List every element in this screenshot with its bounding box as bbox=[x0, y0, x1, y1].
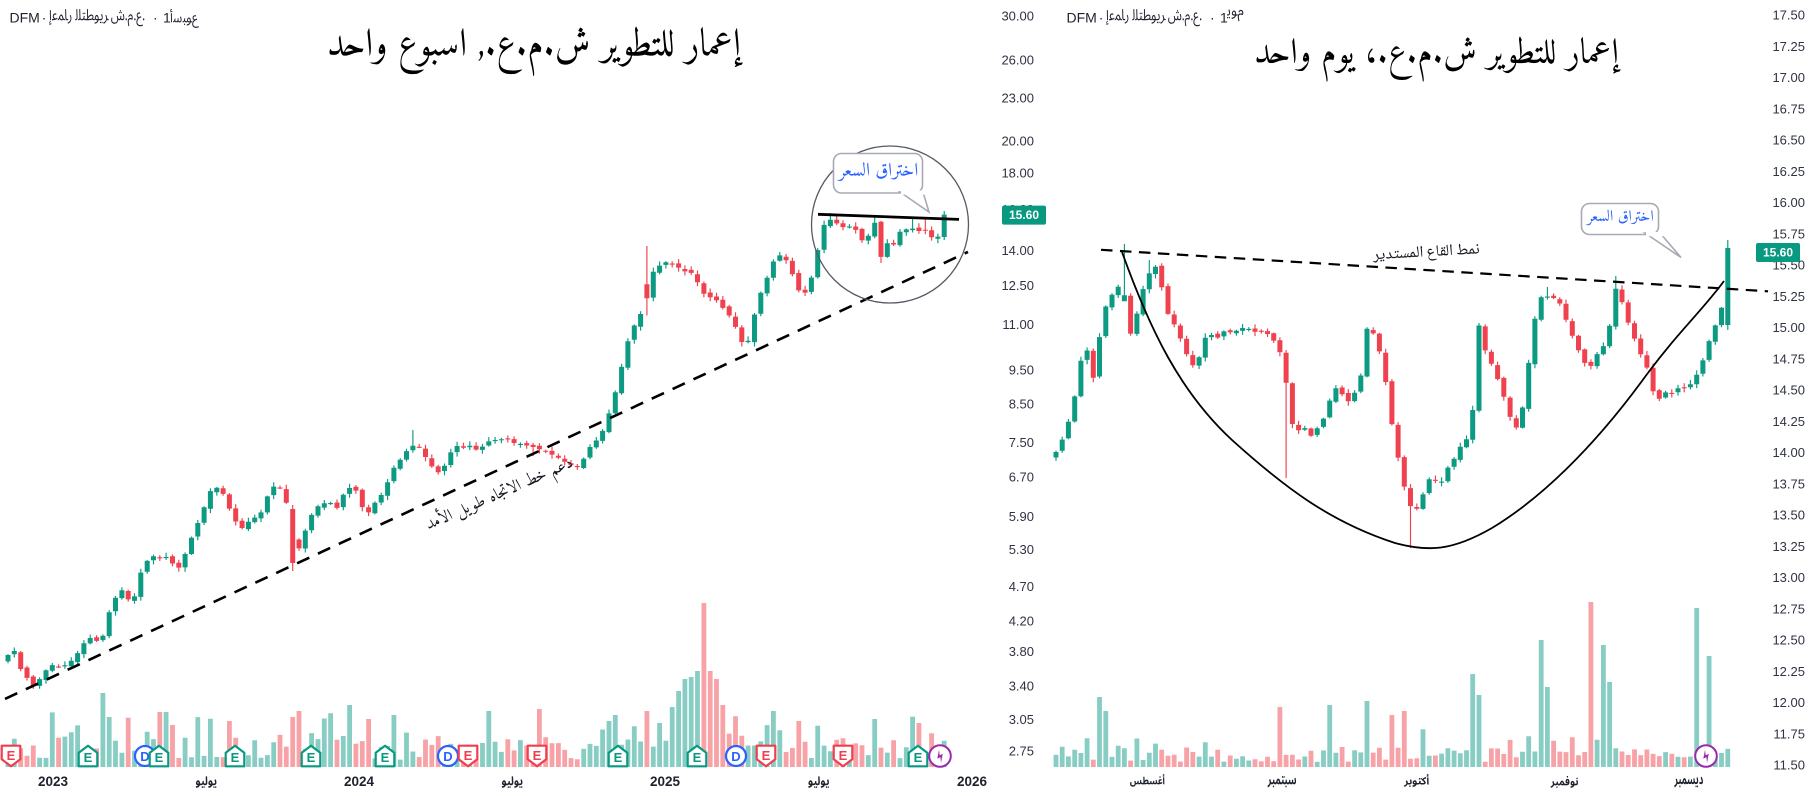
svg-text:16.00: 16.00 bbox=[1772, 195, 1805, 210]
svg-text:26.00: 26.00 bbox=[1001, 53, 1034, 68]
svg-text:2025: 2025 bbox=[650, 774, 681, 789]
svg-text:14.50: 14.50 bbox=[1772, 383, 1805, 398]
svg-text:DFM: DFM bbox=[1067, 10, 1097, 26]
svg-text:12.75: 12.75 bbox=[1772, 601, 1805, 616]
svg-text:14.75: 14.75 bbox=[1772, 351, 1805, 366]
svg-text:1: 1 bbox=[163, 10, 171, 26]
svg-text:5.30: 5.30 bbox=[1009, 542, 1034, 557]
svg-text:11.50: 11.50 bbox=[1773, 758, 1805, 773]
svg-text:2023: 2023 bbox=[38, 774, 69, 789]
svg-text:8.50: 8.50 bbox=[1009, 397, 1034, 412]
svg-text:6.70: 6.70 bbox=[1009, 470, 1034, 485]
svg-text:2024: 2024 bbox=[344, 774, 375, 789]
svg-text:15.25: 15.25 bbox=[1772, 289, 1805, 304]
svg-text:E: E bbox=[693, 750, 702, 765]
svg-text:2.75: 2.75 bbox=[1009, 744, 1034, 759]
svg-text:11.75: 11.75 bbox=[1773, 726, 1805, 741]
svg-text:14.00: 14.00 bbox=[1001, 243, 1034, 258]
svg-text:12.50: 12.50 bbox=[1772, 633, 1805, 648]
svg-text:E: E bbox=[533, 748, 542, 763]
svg-text:·: · bbox=[1210, 10, 1215, 26]
svg-text:12.00: 12.00 bbox=[1772, 695, 1805, 710]
svg-text:·: · bbox=[153, 10, 158, 26]
svg-text:11.00: 11.00 bbox=[1002, 317, 1034, 332]
svg-text:DFM: DFM bbox=[10, 10, 40, 26]
svg-text:D: D bbox=[731, 749, 740, 764]
svg-text:13.00: 13.00 bbox=[1772, 570, 1805, 585]
svg-text:16.50: 16.50 bbox=[1772, 133, 1805, 148]
svg-text:15.00: 15.00 bbox=[1772, 320, 1805, 335]
svg-text:E: E bbox=[307, 750, 316, 765]
svg-text:E: E bbox=[839, 748, 848, 763]
svg-text:3.40: 3.40 bbox=[1009, 678, 1034, 693]
svg-text:3.05: 3.05 bbox=[1009, 712, 1034, 727]
svg-text:E: E bbox=[914, 750, 923, 765]
svg-text:4.70: 4.70 bbox=[1009, 579, 1034, 594]
svg-text:E: E bbox=[7, 748, 16, 763]
svg-text:13.50: 13.50 bbox=[1772, 508, 1805, 523]
svg-text:9.50: 9.50 bbox=[1009, 362, 1034, 377]
svg-text:14.25: 14.25 bbox=[1772, 414, 1805, 429]
svg-text:E: E bbox=[231, 750, 240, 765]
svg-text:3.80: 3.80 bbox=[1009, 644, 1034, 659]
svg-text:7.50: 7.50 bbox=[1009, 435, 1034, 450]
svg-text:1: 1 bbox=[1220, 10, 1228, 26]
svg-text:18.00: 18.00 bbox=[1001, 166, 1034, 181]
svg-text:·: · bbox=[1099, 10, 1104, 26]
svg-text:15.60: 15.60 bbox=[1009, 208, 1039, 222]
svg-text:15.60: 15.60 bbox=[1763, 246, 1793, 260]
svg-text:17.50: 17.50 bbox=[1772, 8, 1805, 23]
svg-text:17.00: 17.00 bbox=[1772, 70, 1805, 85]
svg-text:23.00: 23.00 bbox=[1001, 90, 1034, 105]
svg-text:16.75: 16.75 bbox=[1772, 101, 1805, 116]
svg-text:12.50: 12.50 bbox=[1001, 278, 1034, 293]
svg-text:14.00: 14.00 bbox=[1772, 445, 1805, 460]
svg-text:E: E bbox=[762, 748, 771, 763]
svg-text:12.25: 12.25 bbox=[1772, 664, 1805, 679]
svg-text:D: D bbox=[443, 749, 452, 764]
svg-text:E: E bbox=[614, 750, 623, 765]
svg-text:E: E bbox=[464, 748, 473, 763]
svg-text:13.25: 13.25 bbox=[1772, 539, 1805, 554]
svg-text:D: D bbox=[140, 749, 149, 764]
svg-text:2026: 2026 bbox=[957, 774, 988, 789]
svg-text:4.20: 4.20 bbox=[1009, 613, 1034, 628]
svg-text:·: · bbox=[42, 10, 47, 26]
svg-text:E: E bbox=[84, 750, 93, 765]
svg-text:17.25: 17.25 bbox=[1772, 39, 1805, 54]
svg-text:30.00: 30.00 bbox=[1001, 9, 1034, 24]
svg-text:16.25: 16.25 bbox=[1772, 164, 1805, 179]
svg-text:E: E bbox=[155, 750, 164, 765]
svg-text:5.90: 5.90 bbox=[1009, 509, 1034, 524]
svg-text:E: E bbox=[381, 750, 390, 765]
svg-text:20.00: 20.00 bbox=[1001, 133, 1034, 148]
svg-text:13.75: 13.75 bbox=[1772, 476, 1805, 491]
svg-text:15.75: 15.75 bbox=[1772, 226, 1805, 241]
